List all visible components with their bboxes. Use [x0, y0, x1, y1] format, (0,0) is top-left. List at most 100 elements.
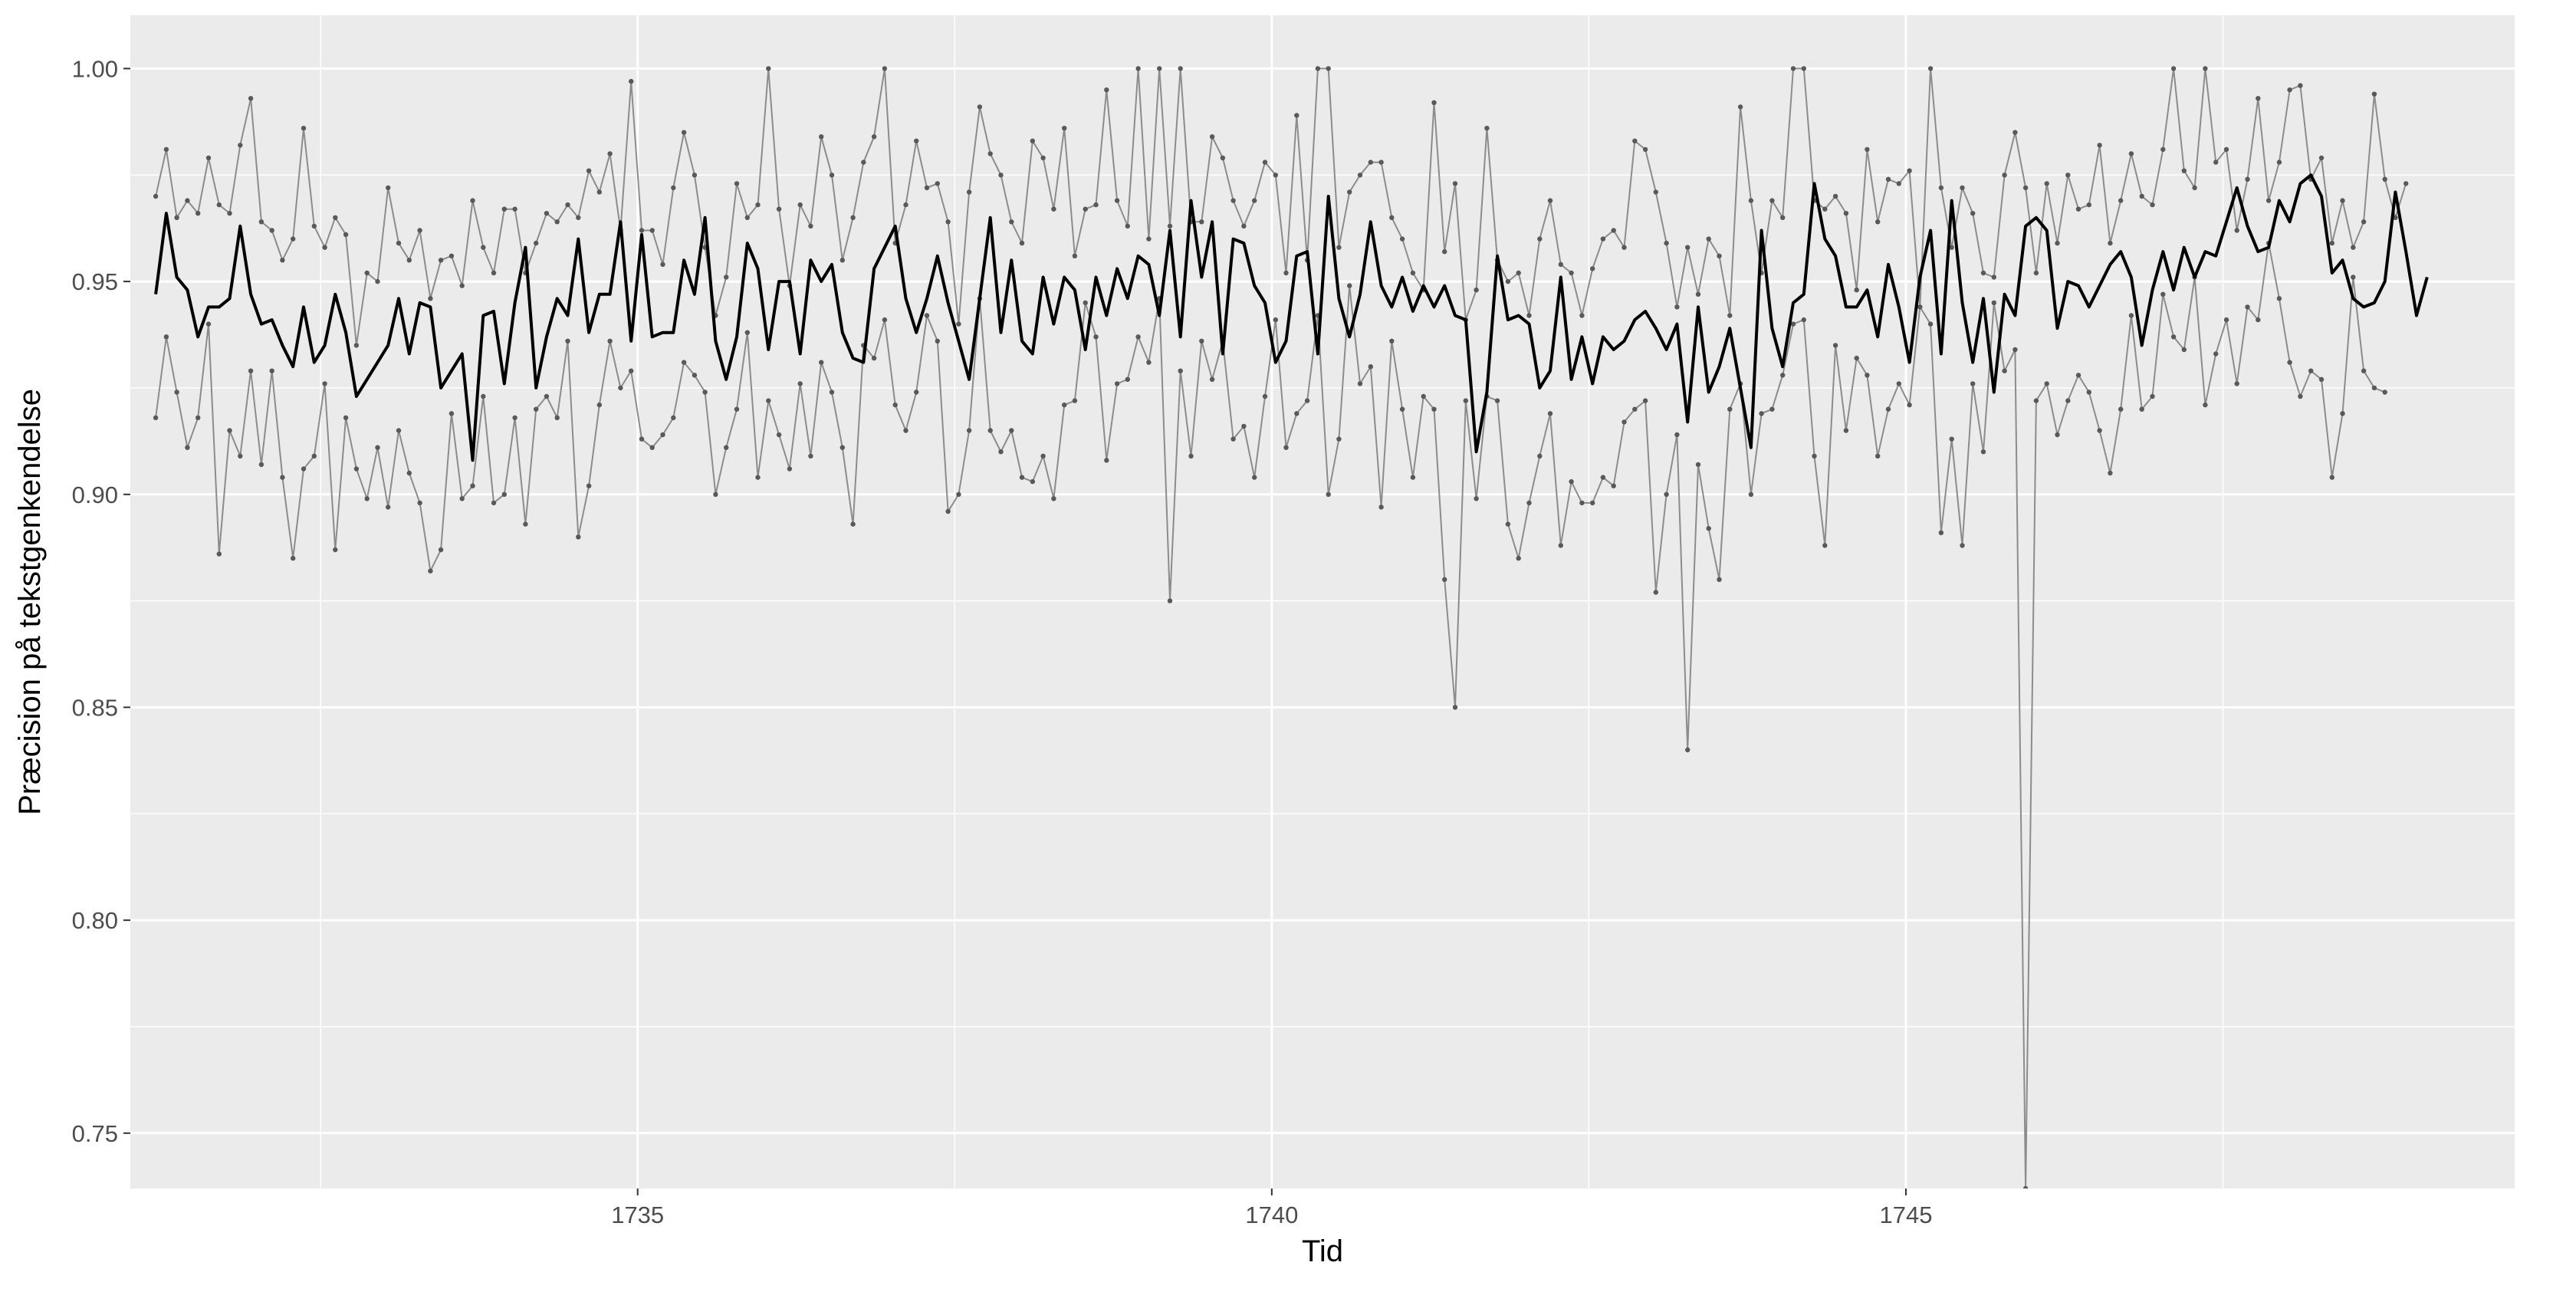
data-point-lower — [871, 355, 877, 361]
data-point-lower — [1114, 381, 1120, 386]
data-point-upper — [1706, 236, 1711, 242]
data-point-upper — [248, 96, 254, 101]
y-tick-label: 0.85 — [72, 694, 118, 721]
data-point-upper — [2150, 202, 2155, 208]
data-point-upper — [1865, 146, 1870, 153]
data-point-lower — [1178, 368, 1183, 373]
data-point-upper — [459, 283, 465, 288]
data-point-lower — [2203, 402, 2208, 408]
data-point-lower — [1421, 393, 1426, 399]
data-point-lower — [2256, 317, 2261, 323]
data-point-lower — [2371, 385, 2377, 391]
data-point-upper — [1315, 66, 1321, 71]
data-point-lower — [1632, 406, 1638, 412]
data-point-upper — [1843, 211, 1849, 216]
data-point-upper — [2351, 245, 2356, 250]
data-point-upper — [1283, 270, 1289, 276]
data-point-upper — [1685, 245, 1691, 250]
data-point-upper — [1019, 240, 1025, 246]
data-point-upper — [1294, 113, 1300, 118]
data-point-lower — [914, 390, 919, 395]
data-point-lower — [322, 381, 327, 386]
data-point-upper — [1452, 181, 1458, 186]
data-point-lower — [2329, 475, 2334, 480]
data-point-lower — [2245, 304, 2250, 310]
data-point-upper — [2393, 215, 2398, 220]
data-point-upper — [1801, 66, 1806, 71]
data-point-lower — [1030, 478, 1036, 485]
x-axis: 1735 1740 1745 — [611, 1188, 1932, 1228]
data-point-upper — [322, 245, 327, 250]
data-point-upper — [2097, 143, 2102, 148]
data-point-lower — [1241, 423, 1247, 429]
data-point-upper — [1125, 223, 1131, 229]
data-point-upper — [935, 181, 941, 186]
data-point-lower — [2223, 317, 2229, 323]
data-point-lower — [1960, 543, 1965, 548]
y-axis: 0.75 0.80 0.85 0.90 0.95 1.00 — [72, 55, 130, 1147]
data-point-upper — [501, 206, 507, 212]
data-point-lower — [2128, 313, 2134, 318]
data-point-lower — [311, 453, 317, 459]
data-point-lower — [2139, 406, 2144, 412]
data-point-lower — [1759, 411, 1764, 416]
x-axis-title: Tid — [1302, 1234, 1343, 1268]
data-point-upper — [333, 215, 338, 220]
data-point-lower — [1938, 530, 1944, 535]
data-point-lower — [1083, 300, 1088, 306]
data-point-lower — [956, 491, 961, 497]
data-point-upper — [353, 343, 360, 348]
data-point-lower — [459, 496, 465, 501]
data-point-upper — [386, 185, 391, 191]
data-point-lower — [596, 402, 602, 408]
data-point-lower — [205, 321, 212, 327]
data-point-upper — [966, 189, 972, 195]
data-point-lower — [449, 411, 455, 416]
data-point-lower — [1062, 402, 1067, 408]
data-point-lower — [766, 398, 771, 403]
data-point-lower — [185, 445, 190, 450]
data-point-lower — [924, 313, 930, 318]
data-point-upper — [681, 130, 687, 135]
data-point-upper — [2181, 168, 2187, 173]
data-point-lower — [734, 406, 740, 412]
data-point-upper — [2318, 155, 2325, 161]
data-point-lower — [702, 390, 708, 395]
data-point-upper — [1389, 215, 1395, 220]
data-point-lower — [2340, 411, 2345, 416]
data-point-lower — [2160, 291, 2166, 297]
data-point-upper — [871, 134, 877, 140]
data-point-lower — [576, 534, 581, 540]
data-point-upper — [258, 219, 264, 225]
data-point-lower — [163, 334, 169, 340]
data-point-lower — [258, 462, 264, 468]
data-point-upper — [269, 228, 274, 233]
data-point-upper — [1009, 219, 1014, 225]
data-point-lower — [1622, 419, 1627, 425]
data-point-upper — [227, 211, 232, 216]
data-point-lower — [2287, 360, 2292, 365]
data-point-lower — [892, 402, 898, 408]
data-point-upper — [1980, 270, 1986, 276]
data-point-upper — [1220, 155, 1226, 161]
data-point-upper — [1104, 87, 1109, 93]
data-point-upper — [998, 173, 1004, 178]
data-point-lower — [1452, 705, 1458, 710]
data-point-upper — [554, 219, 560, 225]
data-point-lower — [248, 368, 254, 373]
data-point-lower — [1389, 338, 1395, 344]
data-point-upper — [914, 138, 919, 143]
data-point-lower — [2065, 398, 2071, 403]
data-point-upper — [2329, 240, 2334, 246]
data-point-lower — [227, 428, 232, 433]
data-point-upper — [1273, 173, 1279, 178]
data-point-upper — [1431, 100, 1437, 105]
data-point-upper — [301, 126, 307, 131]
data-point-lower — [1104, 458, 1109, 463]
data-point-upper — [977, 104, 983, 110]
y-tick-label: 1.00 — [72, 55, 118, 82]
data-point-lower — [428, 568, 433, 574]
data-point-lower — [1294, 411, 1300, 416]
